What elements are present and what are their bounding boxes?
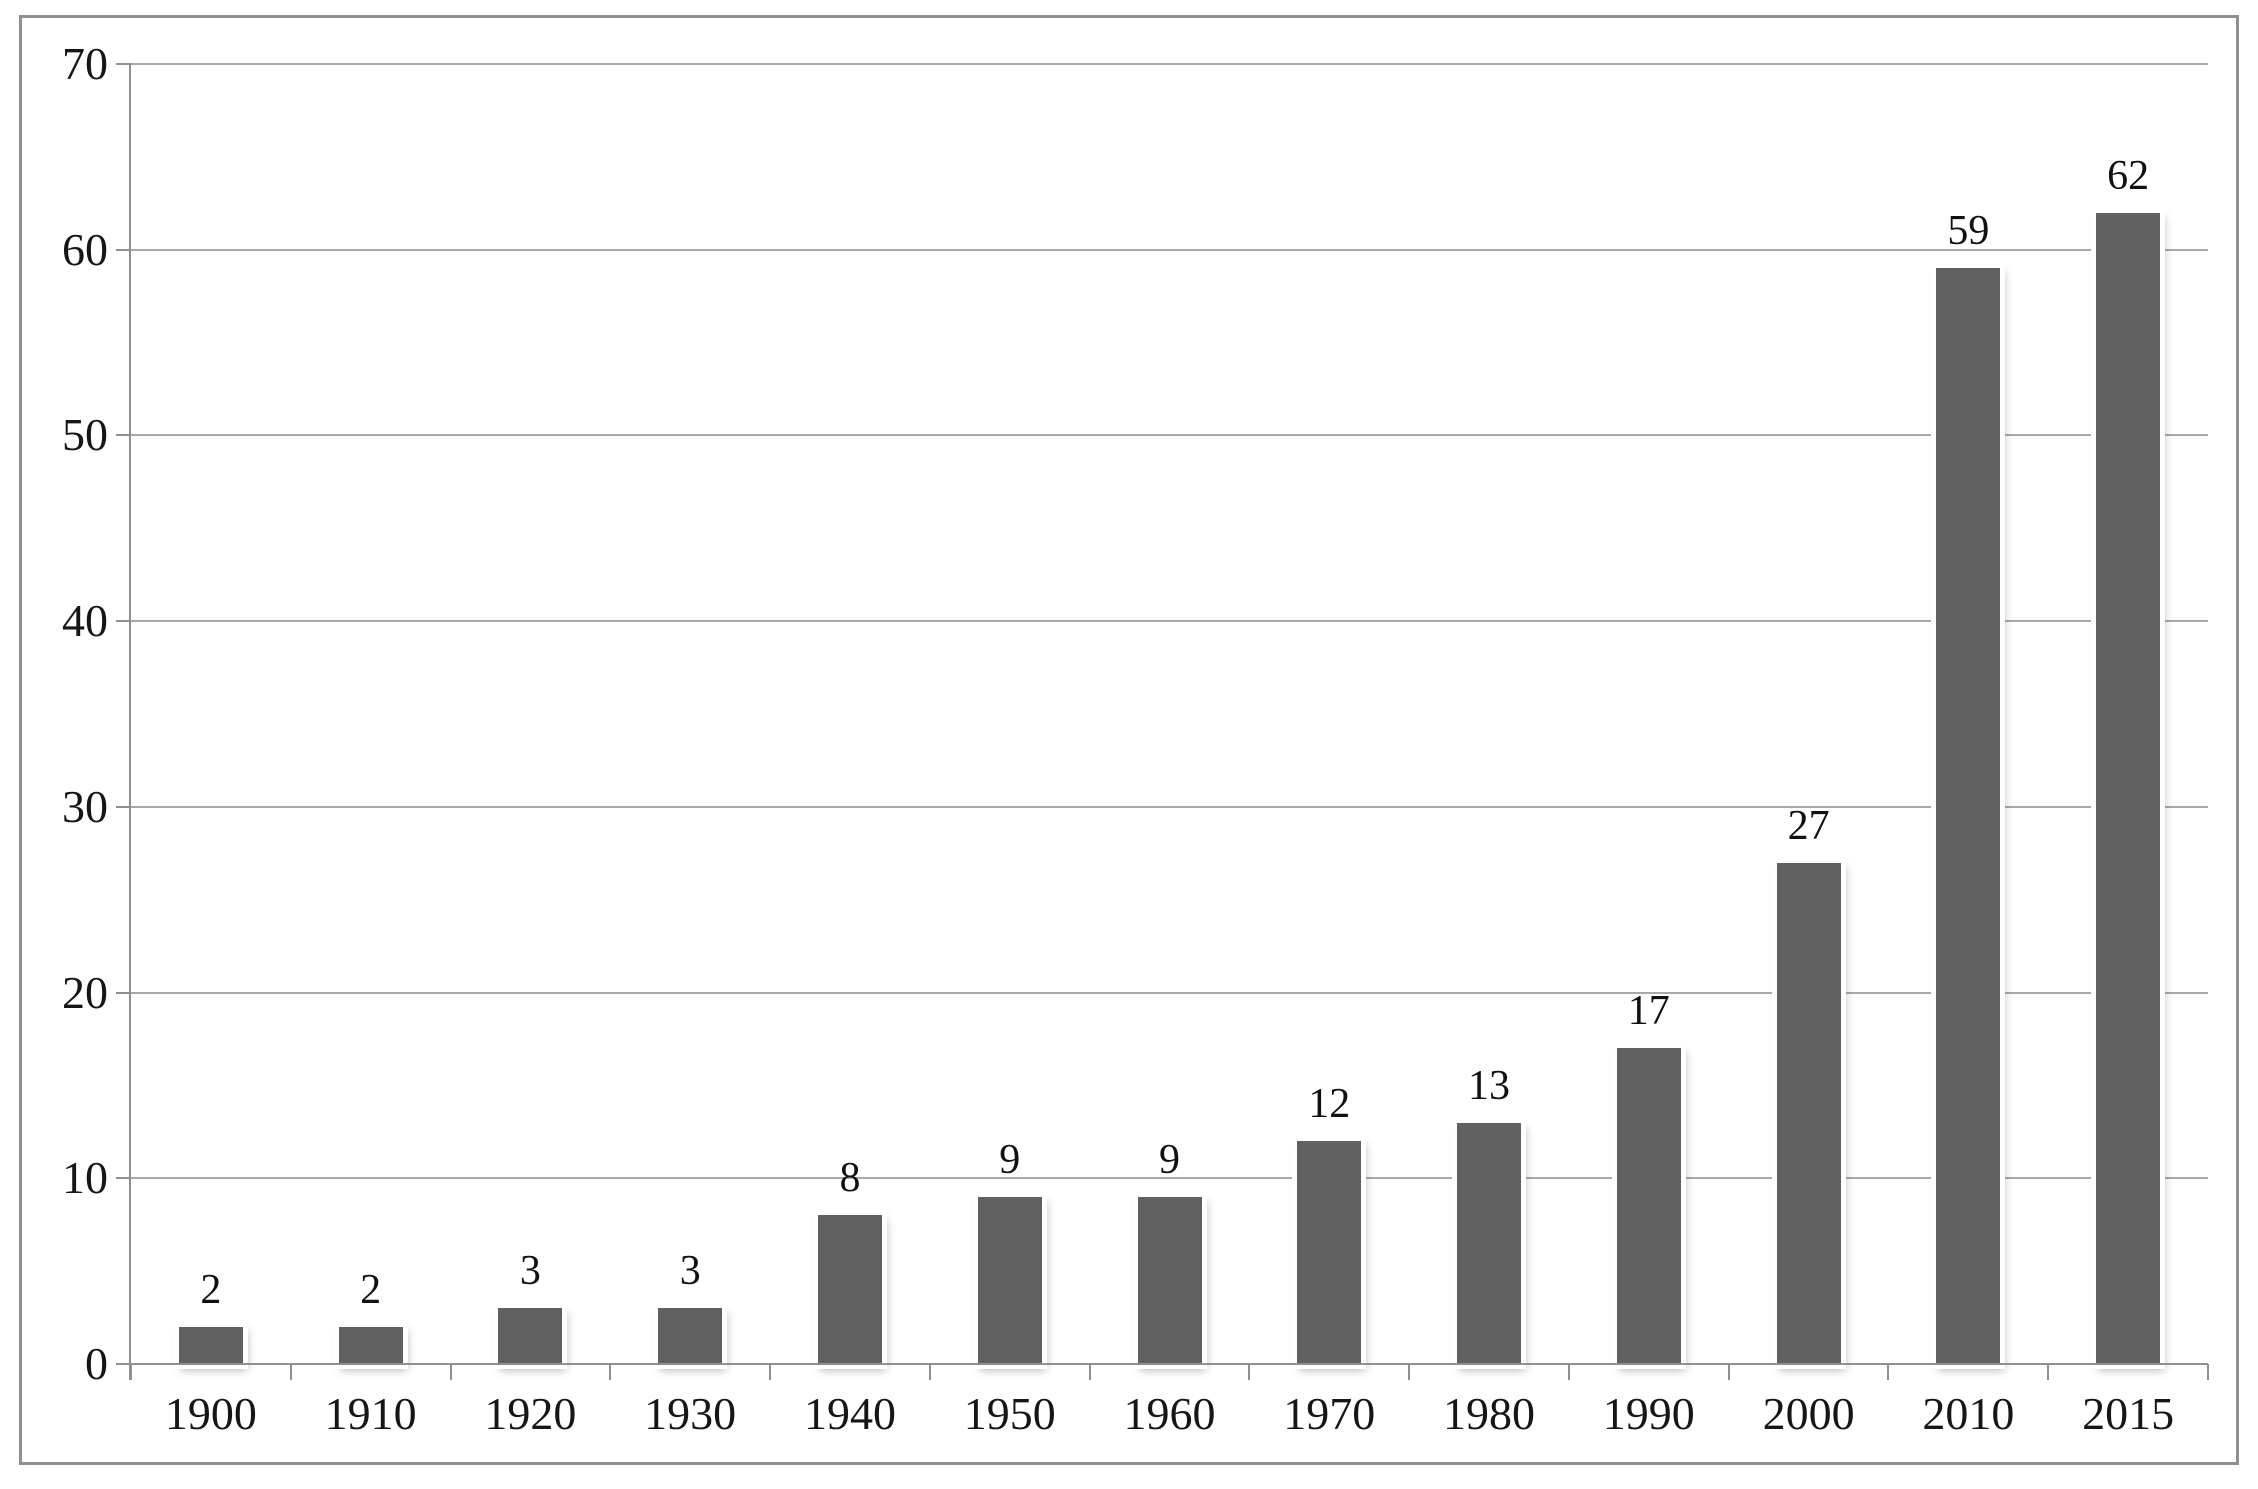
- y-tick-label-70: 70: [62, 38, 108, 89]
- y-tick-label-20: 20: [62, 966, 108, 1018]
- y-tick-50: [116, 434, 131, 437]
- labels-layer: 0 10 20 30 40 50 60 70 2 1900 2 1910 3 1920 3 1930 8 1940…: [22, 18, 2236, 1462]
- y-tick-30: [116, 805, 131, 808]
- y-tick-label-60: 60: [62, 223, 108, 275]
- bar-value-label-1960: 9: [1159, 1136, 1180, 1183]
- bar-value-label-2000: 27: [1787, 802, 1830, 849]
- x-tick-label-1950: 1950: [963, 1388, 1056, 1439]
- x-tick-13: [2207, 1364, 2209, 1380]
- bar-value-label-1920: 3: [519, 1248, 541, 1295]
- bar-1900: [178, 1326, 243, 1364]
- x-tick-2: [449, 1364, 452, 1380]
- y-tick-label-50: 50: [62, 409, 108, 461]
- y-tick-10: [116, 1177, 131, 1180]
- gridlines-layer: [22, 18, 2236, 1462]
- x-tick-label-2010: 2010: [1922, 1388, 2015, 1439]
- x-tick-label-1910: 1910: [324, 1388, 417, 1439]
- bar-value-label-2015: 62: [2107, 152, 2150, 199]
- bar-1960: [1137, 1196, 1202, 1364]
- gridline-60: [131, 248, 2208, 251]
- x-tick-label-1970: 1970: [1283, 1388, 1376, 1439]
- x-tick-label-1900: 1900: [164, 1388, 257, 1439]
- y-tick-40: [116, 620, 131, 623]
- x-tick-label-2000: 2000: [1762, 1388, 1855, 1439]
- gridline-10: [131, 1177, 2208, 1180]
- bar-1920: [498, 1308, 563, 1364]
- x-tick-label-1960: 1960: [1123, 1388, 1216, 1439]
- x-tick-0: [130, 1364, 132, 1380]
- x-tick-11: [1887, 1364, 1890, 1380]
- chart-frame: 0 10 20 30 40 50 60 70 2 1900 2 1910 3 1920 3 1930 8 1940…: [19, 15, 2239, 1465]
- bar-1930: [658, 1308, 723, 1364]
- y-tick-70: [116, 63, 131, 65]
- bar-1940: [817, 1215, 882, 1364]
- gridline-70: [131, 63, 2208, 65]
- y-tick-label-40: 40: [62, 595, 108, 647]
- y-tick-label-30: 30: [62, 780, 108, 832]
- bar-value-label-1950: 9: [999, 1136, 1021, 1183]
- y-tick-label-10: 10: [62, 1152, 108, 1204]
- x-tick-4: [769, 1364, 772, 1380]
- x-tick-label-2015: 2015: [2082, 1388, 2175, 1439]
- bar-value-label-2010: 59: [1947, 208, 1990, 255]
- y-axis-line: [129, 64, 131, 1380]
- x-tick-label-1920: 1920: [484, 1388, 577, 1439]
- bar-value-label-1970: 12: [1308, 1081, 1351, 1128]
- bar-value-label-1980: 13: [1468, 1062, 1511, 1109]
- x-tick-1: [289, 1364, 292, 1380]
- bar-1970: [1297, 1141, 1362, 1364]
- x-tick-9: [1567, 1364, 1570, 1380]
- bar-2015: [2096, 212, 2161, 1364]
- bar-value-label-1930: 3: [679, 1248, 701, 1295]
- x-tick-12: [2047, 1364, 2050, 1380]
- y-tick-60: [116, 248, 131, 251]
- y-tick-0: [116, 1363, 131, 1365]
- x-axis-line: [131, 1363, 2208, 1365]
- x-tick-5: [928, 1364, 931, 1380]
- x-tick-10: [1727, 1364, 1730, 1380]
- bar-1990: [1616, 1048, 1681, 1364]
- bar-2010: [1936, 268, 2001, 1364]
- axes-layer: [22, 18, 2236, 1462]
- x-tick-label-1940: 1940: [803, 1388, 896, 1439]
- gridline-40: [131, 620, 2208, 623]
- x-tick-6: [1088, 1364, 1091, 1380]
- gridline-20: [131, 991, 2208, 994]
- x-tick-label-1930: 1930: [644, 1388, 737, 1439]
- y-tick-label-0: 0: [85, 1338, 108, 1389]
- x-tick-label-1990: 1990: [1602, 1388, 1695, 1439]
- bars-layer: [22, 18, 2236, 1462]
- x-tick-3: [609, 1364, 612, 1380]
- bar-value-label-1940: 8: [839, 1155, 861, 1202]
- gridline-30: [131, 805, 2208, 808]
- bar-1910: [338, 1326, 403, 1364]
- x-tick-7: [1248, 1364, 1251, 1380]
- bar-1980: [1457, 1122, 1522, 1364]
- x-tick-8: [1408, 1364, 1411, 1380]
- bar-value-label-1910: 2: [360, 1266, 382, 1313]
- bar-1950: [977, 1196, 1042, 1364]
- bar-2000: [1776, 862, 1841, 1364]
- x-tick-label-1980: 1980: [1443, 1388, 1536, 1439]
- gridline-50: [131, 434, 2208, 437]
- bar-value-label-1990: 17: [1627, 988, 1670, 1035]
- y-tick-20: [116, 991, 131, 994]
- bar-value-label-1900: 2: [200, 1266, 222, 1313]
